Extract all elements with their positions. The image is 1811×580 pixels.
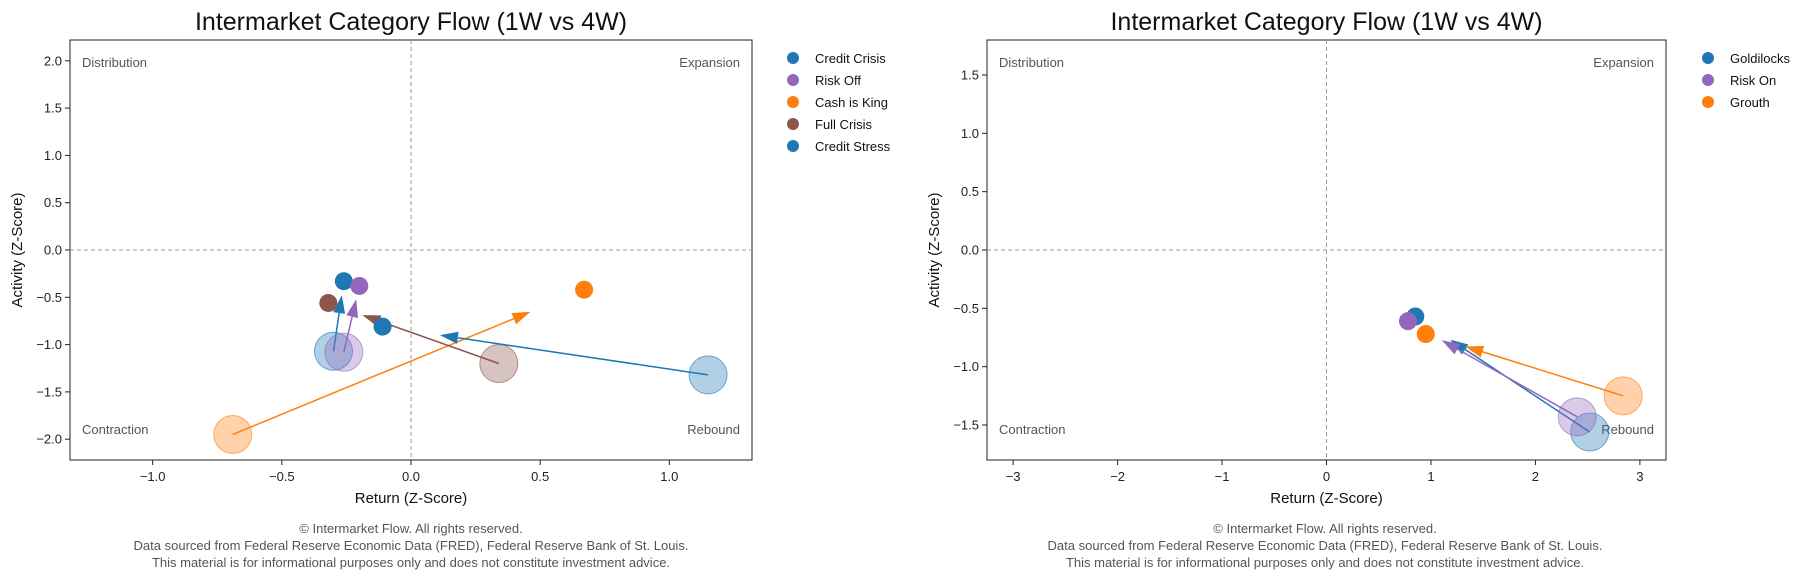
flow-arrow-head [511, 311, 531, 325]
legend-label: Full Crisis [815, 117, 873, 132]
flow-arrow-head [346, 299, 358, 319]
legend-label: Risk On [1730, 73, 1776, 88]
x-tick-label: −1 [1215, 469, 1230, 484]
x-tick-label: 1 [1427, 469, 1434, 484]
flow-arrow-line [232, 317, 515, 436]
flow-arrow-head [1465, 346, 1485, 358]
x-tick-label: 1.0 [660, 469, 678, 484]
y-tick-label: −1.5 [953, 418, 979, 433]
flow-arrow-head [440, 331, 459, 344]
legend-marker [787, 118, 799, 130]
y-tick-label: 2.0 [44, 53, 62, 68]
legend-marker [787, 74, 799, 86]
chart-panel-2: Intermarket Category Flow (1W vs 4W) −3 −2… [926, 8, 1790, 570]
legend-marker [787, 96, 799, 108]
legend-label: Credit Stress [815, 139, 891, 154]
current-point-marker [334, 272, 353, 291]
x-axis-label: Return (Z-Score) [1270, 490, 1383, 507]
y-tick-label: 0.5 [961, 184, 979, 199]
quadrant-label-expansion: Expansion [1593, 55, 1654, 70]
flow-arrow-line [1464, 348, 1591, 433]
y-axis-label: Activity (Z-Score) [926, 192, 943, 307]
footer-line: Data sourced from Federal Reserve Econom… [1048, 538, 1603, 553]
quadrant-label-expansion: Expansion [679, 55, 740, 70]
x-tick-label: −3 [1006, 469, 1021, 484]
x-tick-label: −2 [1110, 469, 1125, 484]
x-tick-label: 0.0 [402, 469, 420, 484]
y-tick-label: 1.5 [44, 101, 62, 116]
x-tick-label: 3 [1636, 469, 1643, 484]
legend-marker [1702, 74, 1714, 86]
legend-label: Credit Crisis [815, 51, 886, 66]
flow-arrow-line [379, 320, 500, 365]
flow-arrow-line [457, 337, 709, 376]
legend-label: Goldilocks [1730, 51, 1790, 66]
flow-arrow-line [1457, 348, 1578, 418]
y-tick-label: 1.5 [961, 68, 979, 83]
x-tick-label: 0.5 [531, 469, 549, 484]
y-tick-label: 0.0 [44, 243, 62, 258]
legend-marker [1702, 96, 1714, 108]
chart-title: Intermarket Category Flow (1W vs 4W) [1110, 8, 1542, 36]
footer-line: © Intermarket Flow. All rights reserved. [299, 521, 522, 536]
quadrant-label-contraction: Contraction [999, 422, 1065, 437]
legend-marker [787, 52, 799, 64]
start-point-marker [479, 344, 519, 384]
x-axis-label: Return (Z-Score) [355, 490, 468, 507]
quadrant-label-contraction: Contraction [82, 422, 148, 437]
legend-marker [1702, 52, 1714, 64]
chart-title: Intermarket Category Flow (1W vs 4W) [195, 8, 627, 36]
y-tick-label: −1.5 [36, 384, 62, 399]
current-point-marker [319, 293, 338, 312]
x-tick-label: 0 [1323, 469, 1330, 484]
x-tick-label: 2 [1532, 469, 1539, 484]
current-point-marker [350, 276, 369, 295]
footer-line: This material is for informational purpo… [152, 555, 670, 570]
legend-marker [787, 140, 799, 152]
quadrant-label-rebound: Rebound [687, 422, 740, 437]
legend-label: Risk Off [815, 73, 861, 88]
current-point-marker [373, 317, 392, 336]
legend-label: Cash is King [815, 95, 888, 110]
y-axis-label: Activity (Z-Score) [9, 192, 26, 307]
flow-arrow-head [333, 295, 346, 314]
flow-arrow-line [332, 312, 340, 352]
quadrant-label-rebound: Rebound [1601, 422, 1654, 437]
x-tick-label: −1.0 [140, 469, 166, 484]
y-tick-label: −0.5 [36, 290, 62, 305]
flow-arrow-line [343, 316, 353, 353]
flow-arrow-head [1441, 340, 1461, 355]
y-tick-label: −2.0 [36, 432, 62, 447]
legend-label: Grouth [1730, 95, 1770, 110]
y-tick-label: −1.0 [953, 359, 979, 374]
flow-arrow-line [1482, 351, 1624, 397]
current-point-marker [1398, 312, 1417, 331]
footer-line: © Intermarket Flow. All rights reserved. [1213, 521, 1436, 536]
y-tick-label: 1.0 [961, 126, 979, 141]
current-point-marker [1416, 325, 1435, 343]
x-tick-label: −0.5 [269, 469, 295, 484]
y-tick-label: −0.5 [953, 301, 979, 316]
footer-line: Data sourced from Federal Reserve Econom… [134, 538, 689, 553]
footer-line: This material is for informational purpo… [1066, 555, 1584, 570]
chart-panel-1: Intermarket Category Flow (1W vs 4W) −1.0… [9, 8, 891, 570]
y-tick-label: −1.0 [36, 337, 62, 352]
quadrant-label-distribution: Distribution [999, 55, 1064, 70]
y-tick-label: 0.5 [44, 195, 62, 210]
y-tick-label: 1.0 [44, 148, 62, 163]
y-tick-label: 0.0 [961, 243, 979, 258]
quadrant-label-distribution: Distribution [82, 55, 147, 70]
current-point-marker [575, 280, 594, 299]
